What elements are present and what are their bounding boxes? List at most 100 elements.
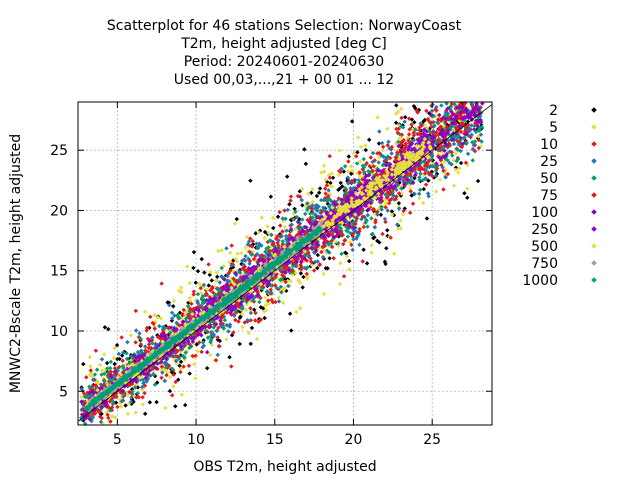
data-point [455, 147, 460, 152]
data-point [413, 127, 418, 133]
data-point [87, 384, 92, 389]
data-point [284, 174, 290, 179]
data-point [478, 132, 484, 137]
data-point [417, 175, 422, 180]
data-point [341, 169, 347, 174]
data-point [382, 216, 388, 222]
data-point [99, 372, 104, 377]
data-point [341, 274, 347, 279]
data-point [407, 210, 413, 215]
data-point [254, 241, 259, 246]
data-point [472, 139, 478, 144]
data-point [458, 160, 464, 166]
data-point [87, 372, 93, 378]
data-point [262, 295, 268, 300]
data-point [255, 245, 260, 250]
data-point [401, 208, 406, 214]
data-point [253, 318, 258, 323]
data-point [202, 298, 207, 304]
title-line: Period: 20240601-20240630 [184, 54, 384, 70]
data-point [347, 267, 352, 272]
data-point [178, 289, 184, 295]
data-point [235, 251, 240, 256]
data-point [199, 349, 204, 355]
data-point [385, 126, 390, 132]
title-line: Scatterplot for 46 stations Selection: N… [107, 18, 462, 34]
data-point [296, 277, 301, 283]
data-point [227, 354, 232, 360]
data-point [173, 358, 179, 364]
data-point [229, 364, 234, 369]
data-point [142, 344, 148, 349]
data-point [347, 258, 352, 264]
data-point [379, 140, 385, 146]
data-point [148, 314, 153, 320]
data-point [371, 164, 376, 169]
data-point [389, 212, 395, 218]
data-point [106, 415, 111, 421]
data-point [323, 266, 329, 271]
data-point [129, 395, 134, 400]
data-point [369, 216, 374, 221]
data-point [417, 187, 423, 193]
data-point [157, 323, 162, 329]
data-point [316, 190, 322, 195]
data-point [170, 316, 175, 321]
data-point [358, 144, 364, 150]
data-point [226, 329, 231, 334]
data-point [380, 162, 386, 168]
data-point [357, 159, 363, 164]
data-point [366, 169, 371, 174]
data-point [317, 262, 323, 267]
data-point [264, 289, 269, 295]
data-point [138, 342, 144, 347]
data-point [350, 231, 356, 237]
data-point [447, 149, 452, 154]
data-point [110, 413, 115, 419]
data-point [147, 325, 152, 331]
data-point [386, 139, 391, 144]
data-point [321, 205, 326, 210]
data-point [399, 115, 404, 121]
data-point [168, 374, 173, 380]
data-point [384, 246, 389, 251]
data-point [150, 320, 155, 326]
data-point [336, 243, 341, 249]
data-point [407, 127, 412, 132]
data-point [198, 303, 204, 309]
data-point [440, 165, 445, 170]
data-point [155, 315, 160, 320]
data-point [99, 357, 105, 362]
data-point [195, 305, 200, 310]
data-point [187, 371, 192, 376]
data-point [420, 178, 425, 183]
data-point [271, 225, 276, 231]
data-point [450, 153, 455, 158]
data-point [344, 228, 349, 233]
data-point [411, 138, 416, 143]
data-point [214, 270, 220, 275]
data-point [198, 286, 203, 291]
data-point [315, 252, 321, 258]
data-point [208, 269, 213, 275]
data-point [387, 146, 392, 151]
data-point [253, 310, 258, 316]
data-point [174, 320, 179, 326]
data-point [236, 304, 241, 309]
data-point [228, 250, 233, 256]
data-point [434, 173, 439, 179]
data-point [409, 193, 414, 198]
data-point [304, 207, 310, 212]
data-point [200, 300, 206, 306]
data-point [246, 256, 251, 261]
data-point [239, 250, 244, 256]
data-point [445, 171, 451, 177]
data-point [224, 246, 229, 251]
data-point [209, 278, 215, 283]
data-point [162, 367, 167, 373]
data-point [243, 258, 248, 263]
data-point [356, 178, 361, 183]
data-point [347, 239, 353, 245]
data-point [344, 254, 350, 259]
data-point [380, 231, 385, 237]
